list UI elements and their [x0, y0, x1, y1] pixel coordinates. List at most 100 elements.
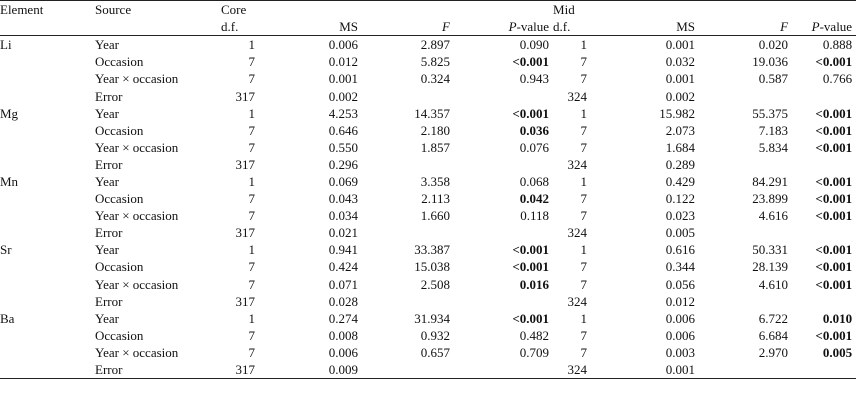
cell-element: Sr — [0, 242, 12, 258]
anova-table: Element Source Core Mid d.f. MS F P-valu… — [0, 0, 856, 380]
cell-mid-f: 19.036 — [752, 54, 789, 70]
cell-mid-df: 7 — [580, 327, 588, 343]
cell-core-df: 7 — [248, 259, 256, 275]
cell-mid-f — [699, 293, 792, 310]
cell-element: Li — [0, 37, 12, 53]
cell-core-p — [454, 360, 554, 380]
cell-mid-ms: 0.001 — [591, 360, 700, 380]
cell-source: Error — [95, 156, 123, 172]
table-row: Occasion 7 0.424 15.038 <0.001 7 0.344 28.139 <0… — [0, 258, 856, 275]
cell-core-df: 1 — [248, 105, 256, 121]
header-source: Source — [95, 0, 221, 19]
cell-mid-p: <0.001 — [815, 139, 853, 155]
cell-mid-p: <0.001 — [815, 105, 853, 121]
cell-core-f: 2.113 — [421, 191, 450, 207]
cell-mid-f: 0.020 — [758, 37, 789, 53]
table-row: Sr Year 1 0.941 33.387 <0.001 1 0.616 50.331 <0.0… — [0, 241, 856, 258]
cell-core-p: 0.482 — [519, 327, 550, 343]
cell-mid-df: 7 — [580, 71, 588, 87]
cell-core-ms: 0.424 — [328, 259, 358, 275]
table-row: Ba Year 1 0.274 31.934 <0.001 1 0.006 6.722 0.010 — [0, 310, 856, 327]
cell-element: Mn — [0, 173, 19, 189]
cell-core-f: 0.932 — [420, 327, 450, 343]
cell-mid-df: 324 — [567, 225, 588, 241]
cell-element — [0, 156, 95, 173]
cell-source: Year — [95, 173, 119, 189]
cell-core-p — [454, 224, 553, 241]
cell-mid-ms: 0.616 — [665, 242, 696, 258]
header-core-ms: MS — [259, 18, 362, 37]
table-row: Mg Year 1 4.253 14.357 <0.001 1 15.982 55.375 <0.… — [0, 105, 856, 122]
cell-core-f: 2.180 — [420, 122, 450, 138]
cell-mid-p: <0.001 — [815, 276, 853, 292]
cell-mid-f: 55.375 — [752, 105, 789, 121]
cell-core-ms: 4.253 — [328, 105, 358, 121]
header-blank — [0, 18, 95, 37]
p-suffix: -value — [516, 19, 550, 35]
cell-source: Year — [95, 37, 119, 53]
table-row: Occasion 7 0.043 2.113 0.042 7 0.122 23.899 <0.0… — [0, 190, 856, 207]
cell-mid-f — [699, 87, 792, 104]
cell-mid-ms: 0.429 — [665, 173, 696, 189]
cell-element — [0, 360, 95, 380]
cell-core-ms: 0.550 — [328, 139, 358, 155]
cell-mid-f — [699, 360, 793, 380]
cell-mid-p — [792, 293, 856, 310]
cell-element — [0, 139, 95, 156]
cell-element — [0, 207, 95, 224]
cell-core-p — [454, 293, 553, 310]
cell-core-ms: 0.034 — [328, 208, 358, 224]
cell-mid-f: 6.722 — [758, 310, 789, 326]
cell-mid-f: 84.291 — [752, 173, 789, 189]
header-row-columns: d.f. MS F P-value d.f. MS F P-value — [0, 18, 856, 37]
cell-mid-ms: 0.001 — [665, 37, 696, 53]
cell-core-f: 14.357 — [414, 105, 450, 121]
cell-mid-p: <0.001 — [815, 242, 853, 258]
cell-core-ms: 0.043 — [328, 191, 358, 207]
cell-core-ms: 0.941 — [328, 242, 358, 258]
cell-mid-ms: 1.684 — [665, 139, 696, 155]
cell-source: Error — [95, 360, 221, 380]
cell-core-df: 317 — [221, 360, 259, 380]
cell-core-f: 1.857 — [420, 139, 450, 155]
cell-core-p: <0.001 — [512, 54, 550, 70]
cell-core-df: 1 — [248, 242, 256, 258]
cell-mid-f: 2.970 — [758, 344, 789, 360]
cell-mid-f: 0.587 — [758, 71, 789, 87]
cell-mid-ms: 0.344 — [665, 259, 696, 275]
cell-mid-ms: 0.122 — [665, 191, 696, 207]
cell-core-df: 317 — [235, 293, 256, 309]
cell-core-df: 7 — [248, 122, 256, 138]
cell-mid-p: <0.001 — [815, 173, 853, 189]
cell-source: Year — [95, 310, 119, 326]
cell-mid-df: 1 — [580, 37, 588, 53]
cell-mid-p: 0.010 — [822, 310, 853, 326]
cell-core-p: 0.709 — [519, 344, 550, 360]
cell-element — [0, 87, 95, 104]
cell-core-f: 1.660 — [420, 208, 450, 224]
cell-mid-f: 4.616 — [758, 208, 789, 224]
cell-mid-df: 7 — [580, 259, 588, 275]
cell-mid-p: 0.766 — [822, 71, 853, 87]
header-core-df: d.f. — [221, 18, 259, 37]
cell-mid-f: 7.183 — [758, 122, 789, 138]
cell-source: Occasion — [95, 54, 144, 70]
cell-mid-df: 7 — [580, 276, 588, 292]
table-row: Error 317 0.296 324 0.289 — [0, 156, 856, 173]
table-row: Error 317 0.009 324 0.001 — [0, 360, 856, 380]
cell-core-p: <0.001 — [512, 310, 550, 326]
cell-core-df: 7 — [248, 54, 256, 70]
cell-source: Year — [95, 242, 119, 258]
header-core-p: P-value — [454, 18, 554, 37]
cell-core-ms: 0.006 — [328, 37, 358, 53]
cell-core-f: 33.387 — [414, 242, 450, 258]
table-row: Mn Year 1 0.069 3.358 0.068 1 0.429 84.291 <0.001 — [0, 173, 856, 190]
cell-mid-df: 7 — [580, 139, 588, 155]
cell-core-df: 7 — [248, 276, 256, 292]
cell-source: Error — [95, 88, 123, 104]
cell-core-p: <0.001 — [512, 105, 550, 121]
cell-mid-f: 23.899 — [752, 191, 789, 207]
cell-mid-p: <0.001 — [815, 122, 853, 138]
cell-mid-p: <0.001 — [815, 191, 853, 207]
cell-core-f: 3.358 — [420, 173, 450, 189]
